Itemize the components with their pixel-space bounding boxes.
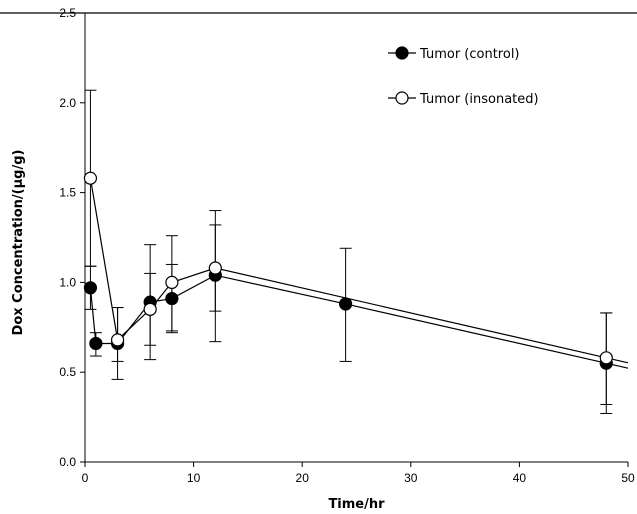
data-point (165, 275, 179, 289)
y-tick-label: 2.5 (59, 6, 76, 20)
y-axis-title: Dox Concentration/(µg/g) (11, 150, 26, 336)
x-tick-label: 50 (621, 471, 635, 485)
axes: 0.0 0.5 1.0 1.5 2.0 2.5 0 10 20 30 40 50 (59, 6, 635, 485)
data-point (83, 281, 98, 295)
data-point (208, 261, 222, 275)
data-point (83, 171, 98, 185)
series-1 (83, 224, 629, 415)
data-point (143, 302, 157, 316)
x-axis-title: Time/hr (328, 497, 385, 512)
legend-label: Tumor (control) (419, 47, 520, 62)
legend-marker (395, 46, 409, 60)
legend-item-1: Tumor (control) (388, 46, 520, 62)
x-tick-label: 30 (404, 471, 418, 485)
x-tick-label: 40 (513, 471, 527, 485)
legend: Tumor (control) Tumor (insonated) (388, 46, 539, 107)
data-point (89, 336, 103, 351)
y-tick-label: 0.0 (59, 455, 76, 469)
data-point (339, 297, 353, 311)
series-2 (83, 89, 629, 406)
y-tick-label: 1.5 (59, 186, 76, 200)
series-layer (83, 89, 629, 415)
y-tick-label: 1.0 (59, 275, 76, 289)
x-tick-label: 10 (187, 471, 201, 485)
x-tick-label: 20 (296, 471, 310, 485)
data-point (110, 333, 125, 347)
y-tick-label: 2.0 (59, 96, 76, 110)
legend-label: Tumor (insonated) (419, 92, 539, 107)
data-point (599, 351, 613, 365)
series-line (89, 274, 629, 369)
legend-marker (395, 91, 409, 105)
series-line (89, 178, 629, 364)
y-tick-label: 0.5 (59, 365, 76, 379)
legend-item-2: Tumor (insonated) (388, 91, 539, 107)
x-tick-label: 0 (82, 471, 89, 485)
